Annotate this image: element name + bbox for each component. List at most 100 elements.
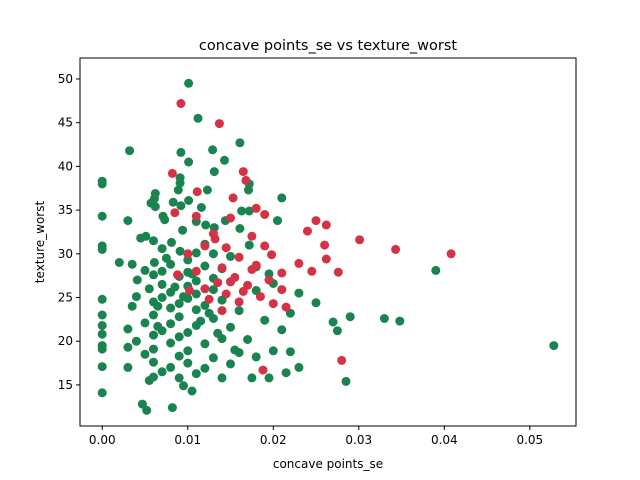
scatter-point	[200, 363, 210, 373]
scatter-point	[149, 344, 158, 354]
scatter-point	[285, 347, 295, 357]
scatter-point	[355, 235, 365, 245]
scatter-point	[238, 167, 248, 177]
scatter-point	[123, 342, 133, 352]
scatter-point	[241, 175, 251, 185]
scatter-point	[391, 244, 401, 254]
scatter-point	[123, 216, 133, 226]
scatter-point	[161, 253, 171, 263]
scatter-point	[208, 145, 218, 155]
scatter-point	[311, 298, 321, 308]
x-tick-label: 0.04	[431, 433, 458, 447]
scatter-point	[226, 277, 235, 287]
scatter-point	[251, 352, 261, 362]
scatter-point	[170, 208, 180, 218]
scatter-point	[337, 355, 347, 365]
scatter-point	[446, 249, 456, 259]
scatter-point	[213, 328, 223, 338]
scatter-point	[235, 224, 245, 233]
scatter-point	[230, 345, 240, 355]
scatter-point	[97, 344, 107, 354]
scatter-point	[238, 286, 248, 296]
scatter-point	[201, 220, 211, 230]
scatter-point	[333, 267, 343, 277]
scatter-point	[321, 254, 331, 264]
scatter-point	[277, 193, 287, 203]
scatter-point	[191, 248, 201, 258]
x-tick-label: 0.02	[260, 433, 287, 447]
scatter-point	[277, 325, 287, 335]
scatter-point	[149, 357, 158, 367]
chart-title: concave points_se vs texture_worst	[199, 38, 457, 54]
scatter-point	[193, 113, 203, 123]
scatter-point	[144, 284, 154, 294]
scatter-point	[226, 251, 235, 261]
scatter-point	[176, 147, 186, 157]
scatter-point	[153, 301, 163, 311]
scatter-point	[549, 341, 559, 351]
scatter-point	[167, 168, 177, 178]
scatter-point	[395, 316, 405, 326]
scatter-point	[175, 178, 185, 188]
scatter-point	[183, 346, 193, 356]
scatter-point	[97, 362, 107, 372]
scatter-point	[226, 359, 235, 369]
scatter-point	[200, 241, 210, 251]
scatter-point	[204, 294, 214, 304]
scatter-point	[131, 336, 141, 346]
scatter-point	[244, 185, 253, 195]
scatter-point	[235, 138, 245, 148]
scatter-point	[166, 362, 176, 372]
scatter-point	[183, 249, 193, 259]
scatter-point	[185, 286, 194, 295]
scatter-point	[277, 268, 287, 278]
scatter-point	[341, 376, 351, 386]
scatter-point	[379, 314, 389, 323]
axes-frame	[79, 57, 577, 427]
scatter-point	[174, 373, 184, 383]
x-tick-label: 0.00	[89, 433, 116, 447]
scatter-point	[208, 285, 218, 295]
scatter-point	[97, 310, 107, 320]
scatter-point	[234, 297, 244, 307]
scatter-point	[157, 266, 167, 276]
scatter-point	[175, 246, 185, 256]
scatter-point	[208, 353, 218, 363]
y-tick-label: 15	[58, 378, 73, 392]
scatter-point	[140, 265, 150, 275]
scatter-point	[217, 373, 227, 383]
scatter-point	[127, 301, 137, 311]
scatter-point	[174, 312, 184, 322]
scatter-point	[97, 321, 107, 330]
scatter-point	[173, 270, 182, 280]
scatter-point	[247, 231, 257, 241]
scatter-point	[97, 294, 107, 304]
scatter-point	[178, 225, 188, 235]
scatter-point	[294, 362, 304, 372]
y-tick-label: 45	[58, 116, 73, 130]
scatter-point	[226, 213, 235, 223]
scatter-point	[209, 167, 219, 177]
scatter-point	[97, 211, 107, 221]
scatter-point	[184, 196, 194, 205]
scatter-point	[221, 243, 231, 253]
x-tick-label: 0.03	[345, 433, 372, 447]
scatter-point	[97, 179, 107, 189]
scatter-point	[123, 324, 133, 334]
scatter-point	[136, 233, 146, 243]
scatter-point	[179, 381, 188, 391]
scatter-point	[200, 339, 210, 349]
y-tick-label: 30	[58, 247, 73, 261]
scatter-point	[97, 388, 107, 398]
scatter-point	[144, 376, 154, 385]
scatter-point	[303, 226, 312, 236]
scatter-point	[187, 386, 197, 396]
scatter-point	[191, 266, 201, 276]
scatter-point	[140, 349, 150, 359]
scatter-point	[264, 373, 274, 383]
scatter-point	[255, 292, 265, 302]
scatter-point	[114, 258, 124, 267]
scatter-point	[149, 258, 159, 267]
scatter-point	[258, 365, 268, 375]
scatter-point	[191, 276, 201, 286]
